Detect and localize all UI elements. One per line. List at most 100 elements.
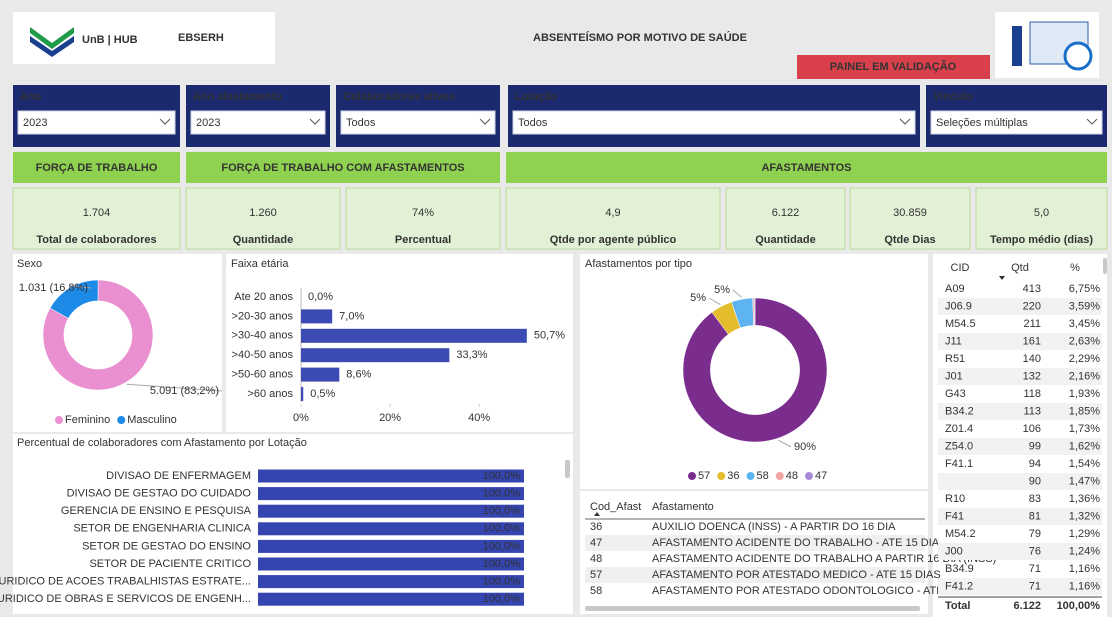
table-header[interactable]: Afastamento	[652, 501, 714, 513]
section-title: AFASTAMENTOS	[761, 162, 851, 174]
bar	[301, 387, 303, 401]
badge: PAINEL EM VALIDAÇÃO	[830, 60, 957, 73]
table-cell: A09	[945, 283, 965, 295]
legend-label: 48	[786, 470, 798, 482]
table-cell: 1,62%	[1069, 440, 1100, 452]
kpi-value: 1.260	[249, 207, 277, 219]
table-cell: 58	[590, 585, 602, 597]
table-cell: 2,63%	[1069, 335, 1100, 347]
table-total: 100,00%	[1057, 600, 1101, 612]
table-cell: B34.9	[945, 563, 974, 575]
y-tick-label: DIVISAO DE GESTAO DO CUIDADO	[67, 488, 252, 500]
scrollbar[interactable]	[1103, 258, 1107, 274]
table-cell: B34.2	[945, 405, 974, 417]
table-cell: 71	[1029, 563, 1041, 575]
kpi-label: Percentual	[395, 234, 451, 246]
y-tick-label: Ate 20 anos	[234, 291, 293, 303]
data-label: 100,0%	[483, 470, 521, 482]
table-total: Total	[945, 600, 970, 612]
y-tick-label: SETOR DE PACIENTE CRITICO	[89, 558, 251, 570]
table-cell: 220	[1023, 300, 1041, 312]
filter-value[interactable]: 2023	[23, 117, 47, 129]
kpi-value: 30.859	[893, 207, 927, 219]
y-tick-label: >40-50 anos	[232, 349, 294, 361]
table-cell: 161	[1023, 335, 1041, 347]
filter-value[interactable]: 2023	[196, 117, 220, 129]
table-cell: 211	[1023, 318, 1041, 330]
table-header[interactable]: %	[1070, 262, 1080, 274]
chart-title: Percentual de colaboradores com Afastame…	[17, 437, 307, 449]
kpi-value: 5,0	[1034, 207, 1049, 219]
data-label: 50,7%	[534, 330, 565, 342]
y-tick-label: SETOR JURIDICO DE ACOES TRABALHISTAS EST…	[0, 576, 251, 588]
table-cell: 1,47%	[1069, 475, 1100, 487]
panel	[580, 254, 928, 489]
kpi-label: Qtde por agente público	[550, 234, 677, 246]
table-cell: F41.2	[945, 580, 973, 592]
y-tick-label: >60 anos	[247, 388, 293, 400]
table-cell: R51	[945, 353, 965, 365]
table-cell: 1,32%	[1069, 510, 1100, 522]
legend-label: 58	[757, 470, 769, 482]
kpi-value: 4,9	[605, 207, 620, 219]
filter-dropdown[interactable]	[513, 111, 915, 134]
chart-title: Faixa etária	[231, 258, 289, 270]
y-tick-label: >30-40 anos	[232, 330, 294, 342]
data-label: 100,0%	[483, 505, 521, 517]
data-label: 100,0%	[483, 523, 521, 535]
table-header[interactable]: Qtd	[1011, 262, 1029, 274]
x-tick-label: 40%	[468, 412, 490, 424]
legend-marker	[688, 472, 696, 480]
filter-value[interactable]: Todos	[346, 117, 376, 129]
filter-value[interactable]: Todos	[518, 117, 548, 129]
table-cell: 71	[1029, 580, 1041, 592]
scrollbar[interactable]	[565, 460, 570, 478]
table-header[interactable]: CID	[951, 262, 970, 274]
y-tick-label: GERENCIA DE ENSINO E PESQUISA	[61, 505, 252, 517]
legend-label: Masculino	[127, 414, 177, 426]
table-cell: J01	[945, 370, 963, 382]
legend-label: 47	[815, 470, 827, 482]
table-cell: Z01.4	[945, 423, 973, 435]
table-cell: J00	[945, 545, 963, 557]
table-cell: Z54.0	[945, 440, 973, 452]
legend-marker	[717, 472, 725, 480]
table-cell: 1,29%	[1069, 528, 1100, 540]
table-cell: 1,16%	[1069, 563, 1100, 575]
table-cell: 140	[1023, 353, 1041, 365]
legend-marker	[805, 472, 813, 480]
filter-label: Colaboradores ativos	[343, 91, 455, 103]
table-cell: 83	[1029, 493, 1041, 505]
table-cell: AFASTAMENTO POR ATESTADO ODONTOLOGICO - …	[652, 585, 988, 597]
section-title: FORÇA DE TRABALHO	[36, 162, 158, 174]
table-cell: 99	[1029, 440, 1041, 452]
data-label: 100,0%	[483, 540, 521, 552]
scrollbar[interactable]	[585, 606, 920, 611]
page-title: ABSENTEÍSMO POR MOTIVO DE SAÚDE	[533, 31, 747, 44]
donut-slice	[754, 298, 755, 325]
table-cell: F41.1	[945, 458, 973, 470]
data-label: 90%	[794, 441, 816, 453]
chart-title: Afastamentos por tipo	[585, 258, 692, 270]
table-cell: 113	[1023, 405, 1041, 417]
y-tick-label: DIVISAO DE ENFERMAGEM	[106, 470, 251, 482]
table-cell: 1,93%	[1069, 388, 1100, 400]
table-cell: AFASTAMENTO ACIDENTE DO TRABALHO - ATE 1…	[652, 537, 940, 549]
x-tick-label: 20%	[379, 412, 401, 424]
table-cell: 3,59%	[1069, 300, 1100, 312]
filter-value[interactable]: Seleções múltiplas	[936, 117, 1028, 129]
data-label: 8,6%	[346, 369, 371, 381]
table-cell: 1,73%	[1069, 423, 1100, 435]
table-header[interactable]: Cod_Afast	[590, 501, 641, 513]
table-cell: M54.5	[945, 318, 976, 330]
chart-title: Sexo	[17, 258, 42, 270]
table-cell: 1,54%	[1069, 458, 1100, 470]
table-cell: 413	[1023, 283, 1041, 295]
table-cell: 118	[1023, 388, 1041, 400]
kpi-label: Quantidade	[755, 234, 816, 246]
table-cell: 90	[1029, 475, 1041, 487]
table-cell: 3,45%	[1069, 318, 1100, 330]
section-title: FORÇA DE TRABALHO COM AFASTAMENTOS	[221, 162, 464, 174]
icon-figure	[1012, 26, 1022, 66]
table-cell: 79	[1029, 528, 1041, 540]
